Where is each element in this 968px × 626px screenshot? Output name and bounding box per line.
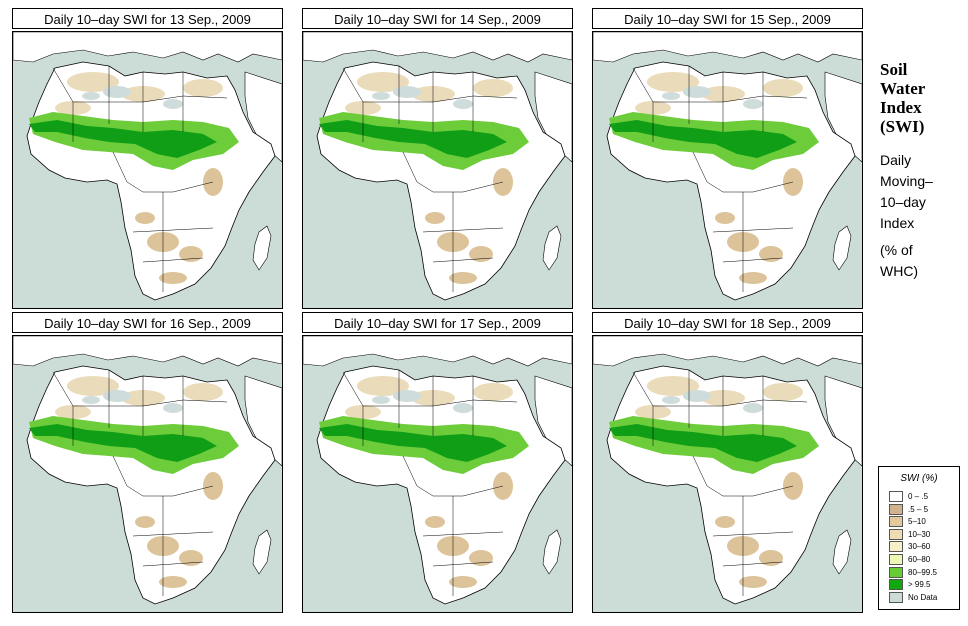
legend-swatch: [889, 554, 903, 565]
map-panel-title: Daily 10–day SWI for 17 Sep., 2009: [302, 312, 573, 333]
legend-label: > 99.5: [908, 580, 931, 590]
legend-swatch: [889, 528, 903, 540]
side-title: Soil Water Index (SWI): [880, 60, 926, 136]
legend-swatch: [889, 516, 903, 528]
legend-swatch: [889, 503, 903, 515]
legend-label: 0 – .5: [908, 492, 929, 501]
map-panel-title: Daily 10–day SWI for 18 Sep., 2009: [592, 312, 863, 333]
swi-legend: SWI (%) 0 – .5 .5 – 5 5–10 10–30 30–60 60–80 8…: [878, 466, 960, 610]
legend-label: 30–60: [908, 542, 931, 552]
madagascar-landmass: [542, 529, 562, 575]
europe-landmass: [593, 32, 862, 63]
map-panel-title: Daily 10–day SWI for 15 Sep., 2009: [592, 8, 863, 29]
map-panel-14-sep: Daily 10–day SWI for 14 Sep., 2009: [302, 8, 573, 309]
map-panel-17-sep: Daily 10–day SWI for 17 Sep., 2009: [302, 312, 573, 613]
map-panel-title: Daily 10–day SWI for 14 Sep., 2009: [302, 8, 573, 29]
africa-map: [12, 31, 283, 309]
europe-landmass: [13, 336, 282, 367]
saturated-band: [609, 120, 797, 158]
madagascar-landmass: [832, 529, 852, 575]
saturated-band: [319, 120, 507, 158]
side-unit: (% of WHC): [880, 242, 919, 279]
map-panel-13-sep: Daily 10–day SWI for 13 Sep., 2009: [12, 8, 283, 309]
map-panel-15-sep: Daily 10–day SWI for 15 Sep., 2009: [592, 8, 863, 309]
madagascar-landmass: [542, 225, 562, 271]
europe-landmass: [13, 32, 282, 63]
map-panel-16-sep: Daily 10–day SWI for 16 Sep., 2009: [12, 312, 283, 613]
madagascar-landmass: [252, 225, 272, 271]
africa-map: [592, 31, 863, 309]
europe-landmass: [303, 336, 572, 367]
map-panel-title: Daily 10–day SWI for 16 Sep., 2009: [12, 312, 283, 333]
europe-landmass: [593, 336, 862, 367]
legend-label: .5 – 5: [908, 504, 929, 514]
legend-swatch: [889, 541, 903, 553]
legend-label: 80–99.5: [908, 567, 937, 577]
africa-map: [592, 335, 863, 613]
map-panel-18-sep: Daily 10–day SWI for 18 Sep., 2009: [592, 312, 863, 613]
legend-swatch: [889, 566, 903, 578]
legend-swatch: [889, 591, 903, 603]
europe-landmass: [303, 32, 572, 63]
saturated-band: [29, 120, 217, 158]
side-subtitle: Daily Moving– 10–day Index: [880, 152, 933, 231]
legend-label: 60–80: [908, 555, 931, 564]
legend-title: SWI (%): [900, 473, 938, 484]
madagascar-landmass: [832, 225, 852, 271]
saturated-band: [319, 424, 507, 462]
saturated-band: [29, 424, 217, 462]
legend-label: No Data: [908, 592, 938, 602]
legend-swatch: [889, 491, 903, 502]
madagascar-landmass: [252, 529, 272, 575]
legend-label: 5–10: [908, 517, 926, 527]
saturated-band: [609, 424, 797, 462]
africa-map: [302, 335, 573, 613]
legend-label: 10–30: [908, 529, 931, 539]
africa-map: [302, 31, 573, 309]
map-panel-title: Daily 10–day SWI for 13 Sep., 2009: [12, 8, 283, 29]
legend-swatch: [889, 579, 903, 591]
africa-map: [12, 335, 283, 613]
